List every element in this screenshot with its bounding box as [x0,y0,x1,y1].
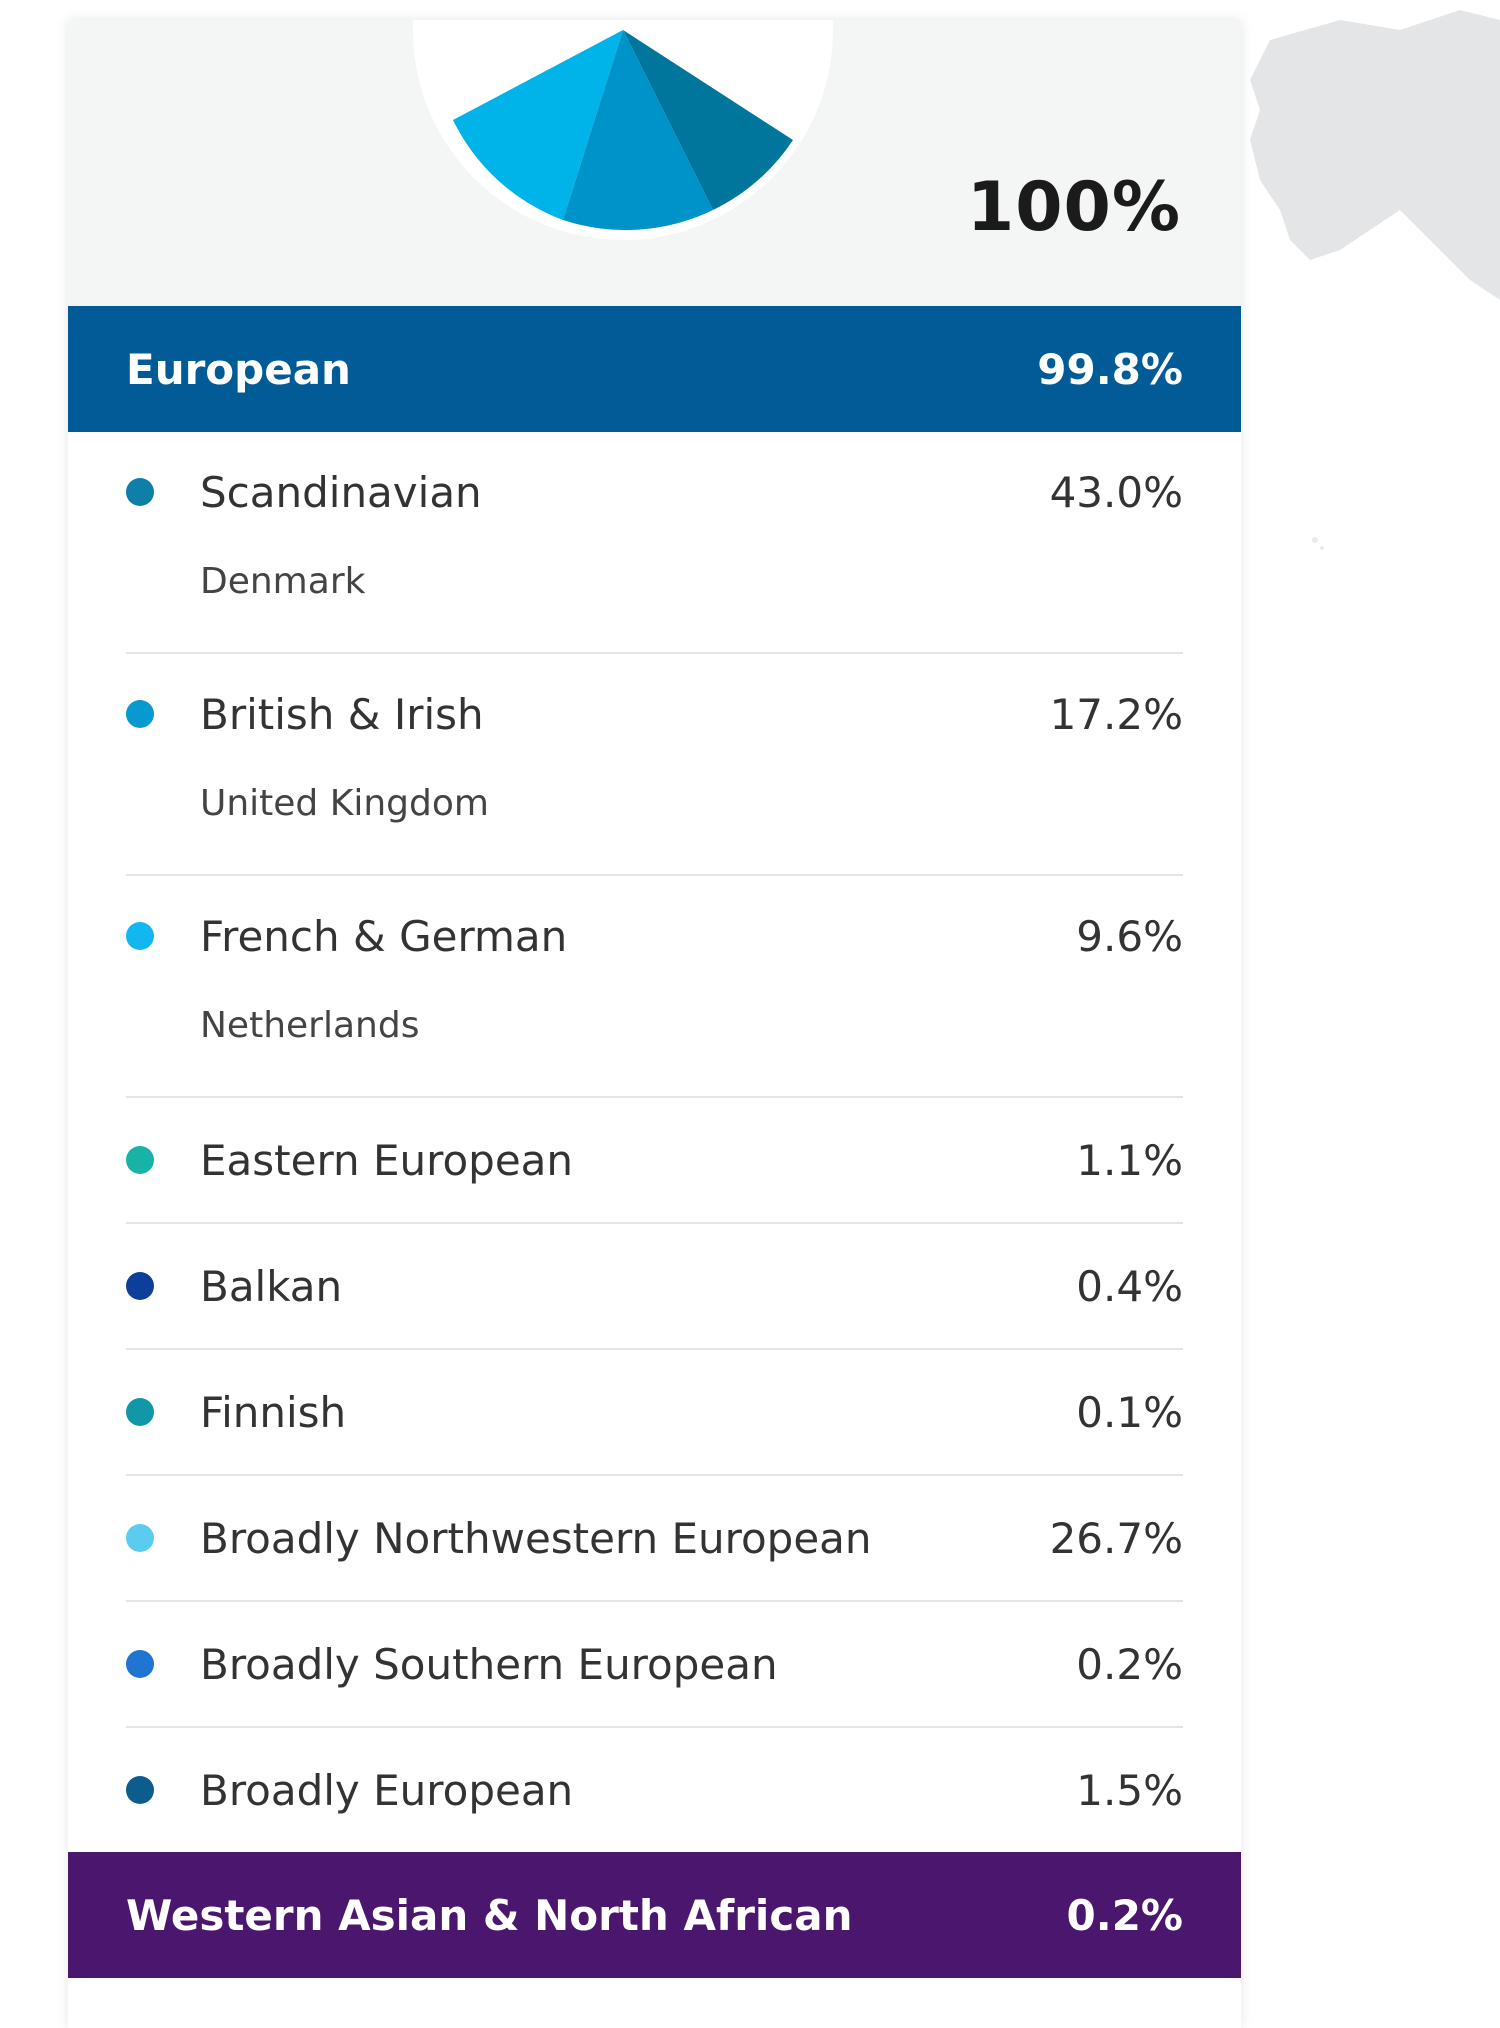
list-item[interactable]: Broadly Northwestern European 26.7% [126,1476,1183,1602]
list-item[interactable]: Broadly European 1.5% [126,1728,1183,1852]
ancestry-composition-card: 100% European 99.8% Scandinavian 43.0% D… [68,20,1241,2028]
total-percentage: 100% [966,168,1181,247]
group-header-european[interactable]: European 99.8% [68,306,1241,432]
donut-segment-light [453,30,623,220]
list-item[interactable]: Eastern European 1.1% [126,1098,1183,1224]
list-item[interactable]: Finnish 0.1% [126,1350,1183,1476]
ancestry-donut-chart [413,20,833,240]
european-breakdown-list: Scandinavian 43.0% Denmark British & Iri… [68,432,1241,1852]
item-value: 17.2% [1049,689,1183,739]
item-sublabel[interactable]: United Kingdom [200,783,489,824]
list-item[interactable]: Scandinavian 43.0% Denmark [126,432,1183,654]
donut-segment-mid [563,30,713,231]
color-dot [126,700,154,728]
item-label: Scandinavian [200,467,482,517]
item-label: British & Irish [200,689,484,739]
color-dot [126,1776,154,1804]
list-item[interactable]: French & German 9.6% Netherlands [126,876,1183,1098]
item-label: Finnish [200,1387,347,1437]
item-value: 1.5% [1076,1765,1183,1815]
color-dot [126,1398,154,1426]
item-label: Broadly European [200,1765,574,1815]
color-dot [126,1650,154,1678]
list-item[interactable]: British & Irish 17.2% United Kingdom [126,654,1183,876]
item-value: 43.0% [1049,467,1183,517]
item-value: 26.7% [1049,1513,1183,1563]
item-label: Broadly Northwestern European [200,1513,872,1563]
list-item[interactable]: Balkan 0.4% [126,1224,1183,1350]
group-label: Western Asian & North African [126,1890,853,1940]
item-label: Balkan [200,1261,343,1311]
item-label: Broadly Southern European [200,1639,778,1689]
item-label: French & German [200,911,568,961]
color-dot [126,478,154,506]
world-map-background [1250,10,1500,550]
group-value: 0.2% [1066,1890,1183,1940]
donut-segment-dark [623,30,793,210]
item-value: 0.2% [1076,1639,1183,1689]
list-item[interactable]: Broadly Southern European 0.2% [126,1602,1183,1728]
color-dot [126,1272,154,1300]
summary-section: 100% [68,20,1241,306]
card-bottom-spacer [68,1978,1241,2028]
group-value: 99.8% [1037,344,1183,394]
item-sublabel[interactable]: Netherlands [200,1005,420,1046]
item-label: Eastern European [200,1135,574,1185]
item-value: 0.1% [1076,1387,1183,1437]
item-value: 9.6% [1076,911,1183,961]
item-sublabel[interactable]: Denmark [200,561,366,602]
item-value: 0.4% [1076,1261,1183,1311]
color-dot [126,1524,154,1552]
color-dot [126,1146,154,1174]
item-value: 1.1% [1076,1135,1183,1185]
color-dot [126,922,154,950]
group-header-western-asian-north-african[interactable]: Western Asian & North African 0.2% [68,1852,1241,1978]
group-label: European [126,344,351,394]
